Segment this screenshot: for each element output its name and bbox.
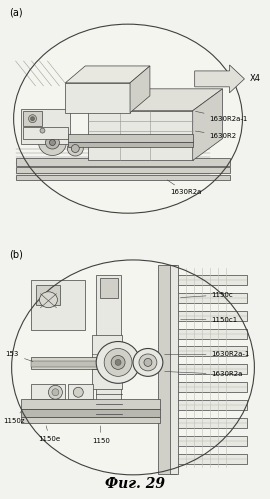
Ellipse shape xyxy=(48,385,62,399)
Ellipse shape xyxy=(29,115,36,123)
Bar xyxy=(31,357,118,369)
Bar xyxy=(176,346,247,356)
Text: (a): (a) xyxy=(9,7,22,17)
Bar xyxy=(96,275,121,404)
Bar xyxy=(23,127,68,139)
Text: (b): (b) xyxy=(9,250,22,260)
Ellipse shape xyxy=(52,389,59,396)
Bar xyxy=(31,280,85,329)
Ellipse shape xyxy=(133,348,163,376)
Bar xyxy=(16,168,229,173)
Bar xyxy=(176,311,247,321)
Bar xyxy=(176,293,247,303)
Text: 1150c1: 1150c1 xyxy=(181,317,238,323)
Polygon shape xyxy=(65,66,150,83)
Text: 1630R2: 1630R2 xyxy=(195,131,237,139)
Bar xyxy=(36,285,60,305)
Bar xyxy=(176,364,247,374)
Polygon shape xyxy=(195,65,244,93)
Text: 1630R2a: 1630R2a xyxy=(167,180,201,195)
Ellipse shape xyxy=(111,355,125,369)
Text: 1150: 1150 xyxy=(92,426,110,444)
Bar xyxy=(176,418,247,428)
Text: 1630R2a-1: 1630R2a-1 xyxy=(195,111,248,122)
Bar xyxy=(176,382,247,392)
Bar xyxy=(176,328,247,338)
Polygon shape xyxy=(130,66,150,113)
Ellipse shape xyxy=(12,260,254,475)
Ellipse shape xyxy=(14,24,242,213)
Ellipse shape xyxy=(139,354,157,371)
Bar xyxy=(68,142,193,147)
Text: 1150c: 1150c xyxy=(181,292,233,298)
Bar xyxy=(16,159,229,167)
Bar xyxy=(68,134,193,142)
Bar xyxy=(31,361,115,367)
Bar xyxy=(21,399,160,409)
Ellipse shape xyxy=(73,387,83,397)
Ellipse shape xyxy=(39,292,58,308)
Bar xyxy=(31,384,65,399)
Ellipse shape xyxy=(144,358,152,366)
Text: Фиг. 29: Фиг. 29 xyxy=(105,477,165,491)
Text: 1630R2a-1: 1630R2a-1 xyxy=(165,351,250,357)
Ellipse shape xyxy=(71,145,79,153)
Bar xyxy=(21,109,70,144)
Ellipse shape xyxy=(45,136,59,149)
Bar xyxy=(88,111,193,161)
Text: X4: X4 xyxy=(249,74,260,83)
Ellipse shape xyxy=(104,348,132,376)
Ellipse shape xyxy=(96,341,140,383)
Ellipse shape xyxy=(67,141,83,156)
Polygon shape xyxy=(193,89,222,161)
Bar xyxy=(176,275,247,285)
Bar xyxy=(176,400,247,410)
Text: 1150z: 1150z xyxy=(4,412,25,424)
Bar xyxy=(176,454,247,464)
Bar xyxy=(16,175,229,180)
Ellipse shape xyxy=(49,140,55,146)
Ellipse shape xyxy=(115,359,121,365)
Bar xyxy=(65,83,130,113)
Bar xyxy=(176,436,247,446)
Bar xyxy=(170,265,178,474)
Text: 1150e: 1150e xyxy=(39,426,61,442)
Bar xyxy=(21,417,160,423)
Bar xyxy=(68,384,93,399)
Ellipse shape xyxy=(40,128,45,133)
Text: 1630R2a: 1630R2a xyxy=(165,371,243,377)
Bar xyxy=(21,409,160,417)
Polygon shape xyxy=(88,89,222,111)
Bar xyxy=(158,265,176,474)
Ellipse shape xyxy=(31,117,35,121)
Ellipse shape xyxy=(39,130,66,156)
Text: 153: 153 xyxy=(6,351,33,361)
Bar xyxy=(23,111,42,126)
Bar xyxy=(92,334,122,389)
Bar xyxy=(100,278,118,298)
